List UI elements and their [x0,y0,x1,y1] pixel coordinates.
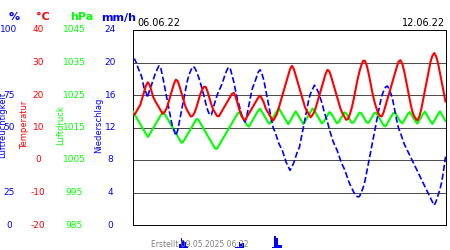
Text: Luftfeuchtigkeit: Luftfeuchtigkeit [0,92,7,158]
Bar [240,244,242,248]
Text: 75: 75 [3,90,15,100]
Text: 0: 0 [6,220,12,230]
Bar [242,243,244,248]
Text: 0: 0 [108,220,113,230]
Text: hPa: hPa [70,12,93,22]
Text: 30: 30 [32,58,44,67]
Text: 1005: 1005 [63,156,86,164]
Text: 25: 25 [3,188,15,197]
Text: 10: 10 [32,123,44,132]
Text: 1035: 1035 [63,58,86,67]
Text: Temperatur: Temperatur [20,101,29,149]
Text: Luftdruck: Luftdruck [56,105,65,145]
Text: 40: 40 [32,26,44,35]
Bar [276,238,278,248]
Text: 16: 16 [104,90,116,100]
Text: 12.06.22: 12.06.22 [402,18,446,28]
Text: 50: 50 [3,123,15,132]
Text: 8: 8 [108,156,113,164]
Bar [274,236,276,248]
Bar [235,246,237,248]
Text: 995: 995 [66,188,83,197]
Text: -10: -10 [31,188,45,197]
Text: 06.06.22: 06.06.22 [137,18,180,28]
Text: 24: 24 [104,26,116,35]
Text: 100: 100 [0,26,18,35]
Bar [179,244,180,248]
Text: 20: 20 [32,90,44,100]
Bar [186,246,188,248]
Text: Erstellt 09.05.2025 06:32: Erstellt 09.05.2025 06:32 [152,240,249,249]
Text: °C: °C [36,12,50,22]
Text: 985: 985 [66,220,83,230]
Bar [280,245,282,248]
Text: 0: 0 [36,156,41,164]
Bar [184,242,186,248]
Text: mm/h: mm/h [101,12,136,22]
Text: 1045: 1045 [63,26,86,35]
Bar [278,245,280,248]
Text: 20: 20 [104,58,116,67]
Text: 1015: 1015 [63,123,86,132]
Text: 1025: 1025 [63,90,86,100]
Bar [180,238,182,248]
Text: 4: 4 [108,188,113,197]
Text: %: % [9,12,20,22]
Text: 12: 12 [104,123,116,132]
Bar [238,242,240,248]
Bar [182,240,184,248]
Text: -20: -20 [31,220,45,230]
Text: Niederschlag: Niederschlag [94,97,104,153]
Bar [237,247,239,248]
